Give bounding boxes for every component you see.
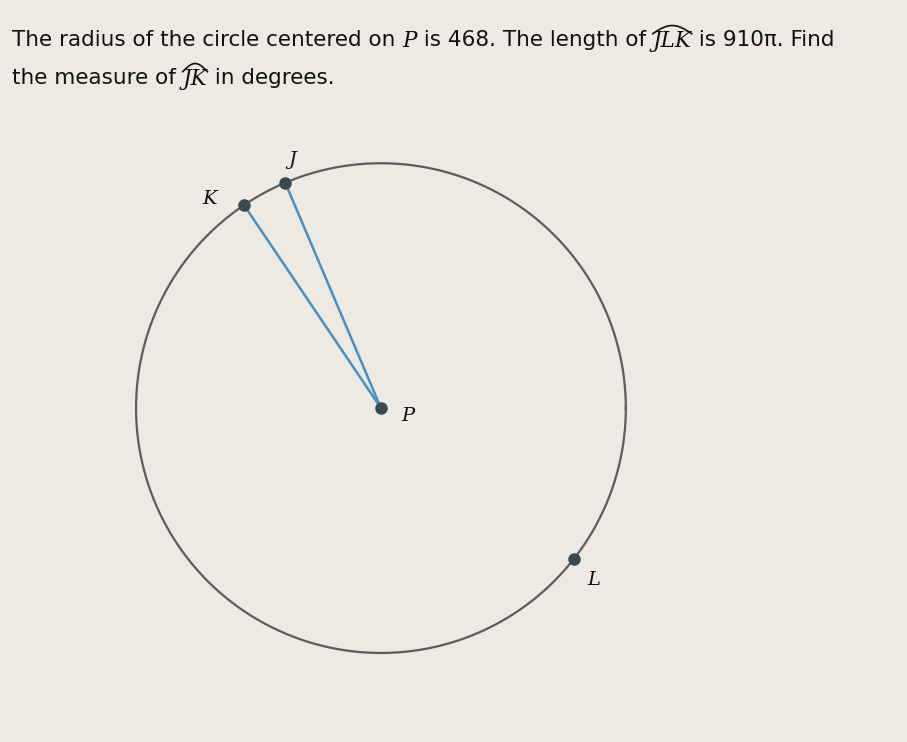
Text: P: P [402,30,416,52]
Text: L: L [588,571,600,588]
Text: in degrees.: in degrees. [208,68,334,88]
Text: JK: JK [182,68,208,90]
Text: K: K [202,190,217,209]
Text: J: J [288,151,297,169]
Text: the measure of: the measure of [12,68,182,88]
Text: P: P [402,407,414,424]
Text: is 468. The length of: is 468. The length of [416,30,653,50]
Text: The radius of the circle centered on: The radius of the circle centered on [12,30,402,50]
Text: is 910π. Find: is 910π. Find [692,30,834,50]
Text: JLK: JLK [653,30,692,52]
